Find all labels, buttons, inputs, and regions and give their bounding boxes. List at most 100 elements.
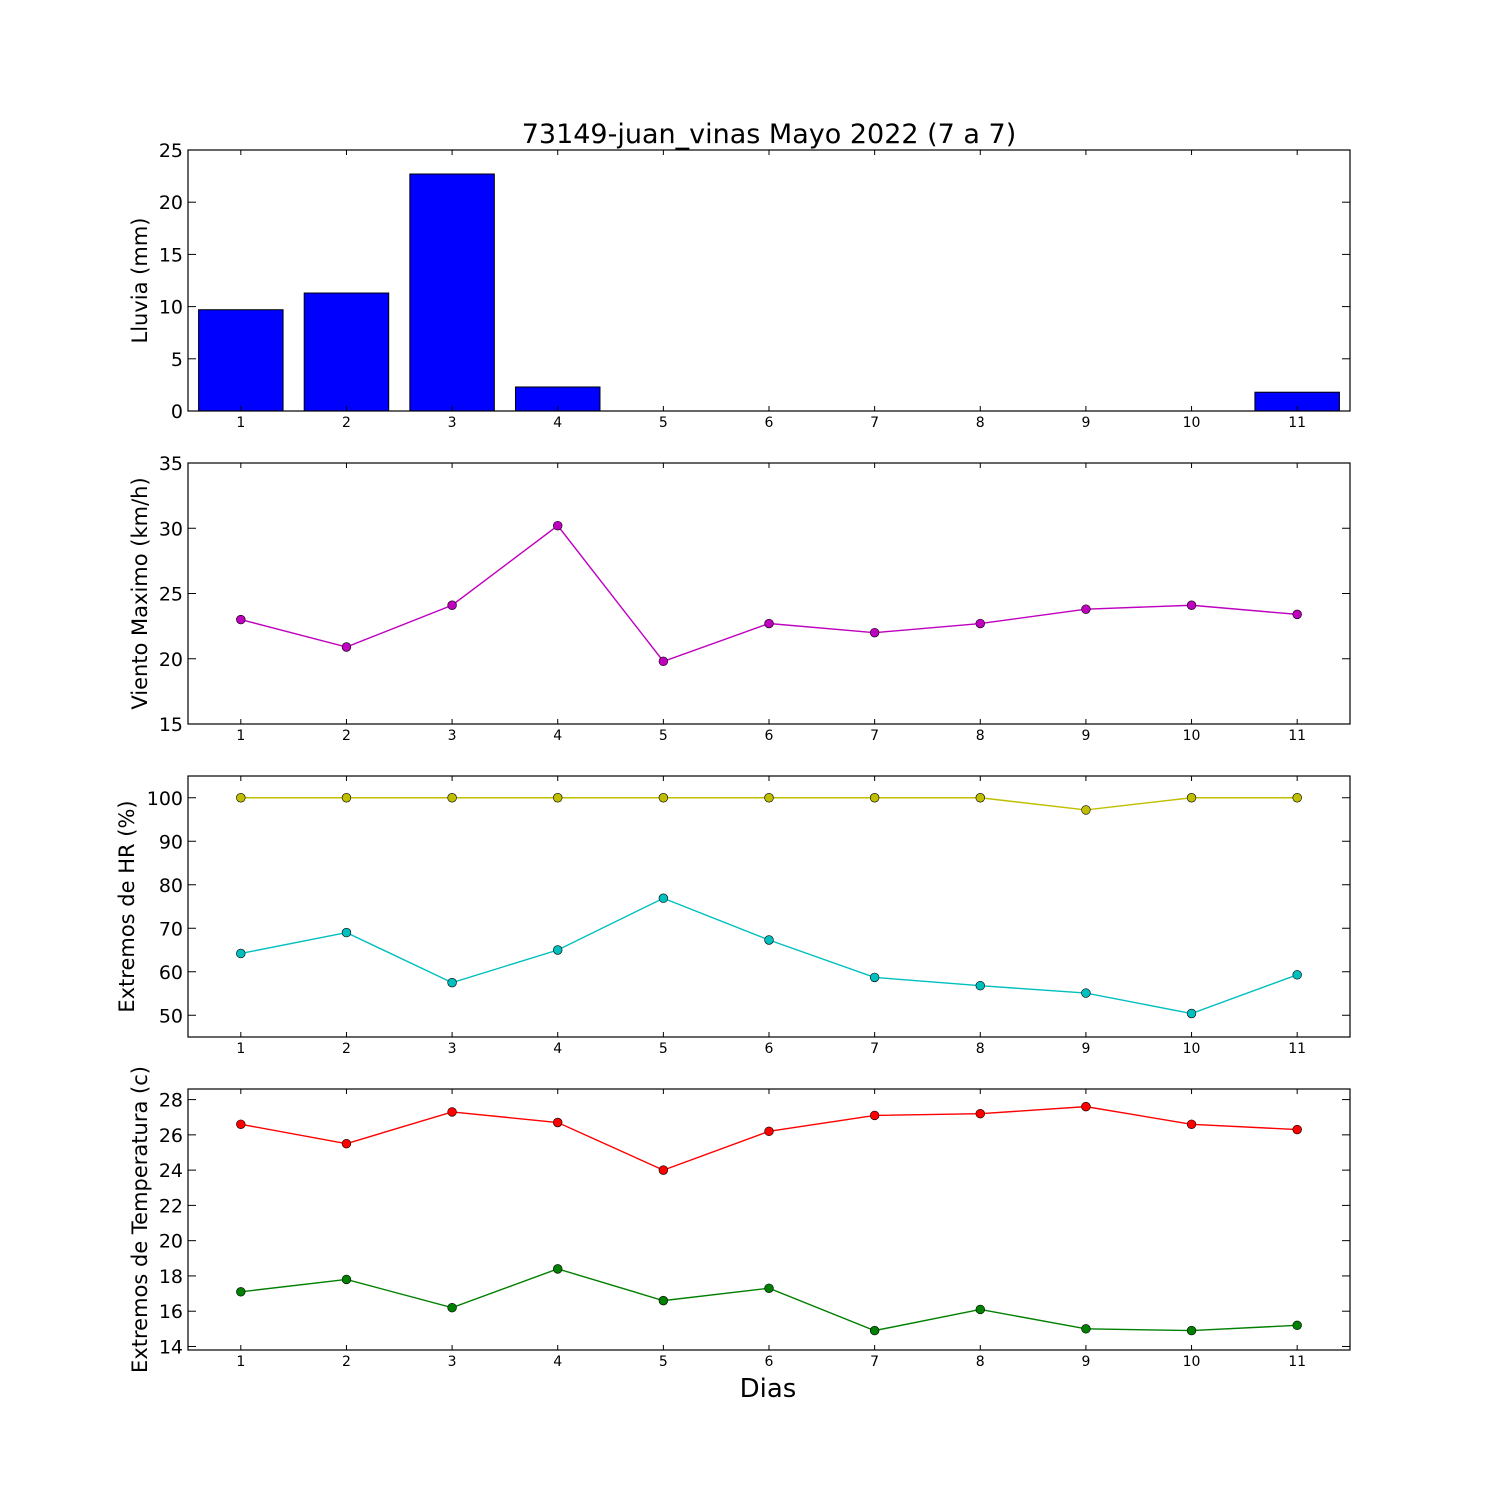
series-2-point-5 xyxy=(658,893,669,903)
series-1-point-3 xyxy=(447,1107,457,1117)
series-2-point-11 xyxy=(1292,970,1302,980)
series-1-line xyxy=(240,1105,1298,1171)
x-tick-label: 7 xyxy=(870,1354,879,1370)
x-tick-label: 9 xyxy=(1081,415,1090,431)
x-tick-label: 11 xyxy=(1288,415,1306,431)
x-tick-label: 8 xyxy=(976,415,985,431)
y-tick-label: 20 xyxy=(159,192,183,214)
series-1-point-7 xyxy=(869,793,880,803)
series-1-point-5 xyxy=(658,793,669,803)
x-tick-label: 8 xyxy=(976,1354,985,1370)
series-2-point-3 xyxy=(447,977,457,988)
x-tick-label: 11 xyxy=(1288,1041,1306,1057)
x-tick-label: 5 xyxy=(659,1354,668,1370)
x-tick-label: 5 xyxy=(659,1041,668,1057)
x-tick-label: 4 xyxy=(553,728,562,744)
series-2-point-3 xyxy=(447,1302,457,1313)
series-2-point-10 xyxy=(1186,1325,1197,1336)
y-tick-label: 15 xyxy=(159,714,183,736)
x-tick-label: 9 xyxy=(1081,1041,1090,1057)
series-1-point-8 xyxy=(975,618,985,629)
x-tick-label: 6 xyxy=(765,1354,774,1370)
series-1-point-2 xyxy=(341,793,352,803)
series-1-point-7 xyxy=(869,1110,880,1121)
y-tick-label: 26 xyxy=(159,1125,183,1147)
series-1-point-11 xyxy=(1292,793,1302,803)
series-1-point-5 xyxy=(658,1165,669,1175)
x-tick-label: 10 xyxy=(1183,1041,1201,1057)
series-2-point-5 xyxy=(658,1295,669,1306)
x-tick-label: 7 xyxy=(870,728,879,744)
series-1-line xyxy=(240,524,1298,663)
x-tick-label: 2 xyxy=(342,728,351,744)
y-tick-label: 22 xyxy=(159,1195,183,1217)
y-tick-label: 35 xyxy=(159,453,183,475)
series-1-point-1 xyxy=(236,614,246,625)
x-tick-label: 10 xyxy=(1183,415,1201,431)
series-2-point-2 xyxy=(341,1274,352,1285)
y-tick-label: 25 xyxy=(159,584,183,606)
x-tick-label: 5 xyxy=(659,728,668,744)
x-tick-label: 4 xyxy=(553,1041,562,1057)
series-1-point-3 xyxy=(447,600,457,610)
series-2-point-9 xyxy=(1081,1324,1091,1334)
x-tick-label: 9 xyxy=(1081,1354,1090,1370)
series-1-point-2 xyxy=(341,1138,352,1149)
y-tick-label: 5 xyxy=(171,349,183,371)
series-1-point-7 xyxy=(869,627,880,638)
series-2-point-7 xyxy=(869,972,880,983)
subplot-2: 1 2 3 4 5 6 7 8 9 10 11 15 20 25 30 35 Viento Maximo (km… xyxy=(128,453,1351,744)
x-tick-label: 2 xyxy=(342,1041,351,1057)
series-1-point-6 xyxy=(764,793,774,803)
y-tick-label: 16 xyxy=(159,1301,183,1323)
x-tick-label: 10 xyxy=(1183,1354,1201,1370)
y-tick-label: 20 xyxy=(159,1231,183,1253)
x-axis-label: Dias xyxy=(740,1374,797,1404)
y-tick-label: 90 xyxy=(159,831,183,853)
x-tick-label: 5 xyxy=(659,415,668,431)
y-tick-label: 28 xyxy=(159,1090,183,1112)
series-2-point-8 xyxy=(975,1304,985,1315)
series-2-point-9 xyxy=(1081,988,1091,998)
series-1-point-2 xyxy=(341,642,352,652)
y-axis-label: Extremos de Temperatura (c) xyxy=(128,1066,152,1373)
series-1-point-6 xyxy=(764,1126,774,1137)
series-1-point-8 xyxy=(975,1108,985,1119)
series-1-point-10 xyxy=(1186,793,1197,803)
subplot-3: 1 2 3 4 5 6 7 8 9 10 11 50 60 70 80 90 100 Extremos de HR… xyxy=(115,775,1351,1057)
y-tick-label: 0 xyxy=(171,401,183,423)
x-tick-label: 1 xyxy=(236,1354,245,1370)
series-2-point-2 xyxy=(341,927,352,938)
series-2-line xyxy=(240,897,1298,1015)
x-tick-label: 3 xyxy=(448,728,457,744)
subplot-1: 1 2 3 4 5 6 7 8 9 10 11 0 5 10 15 20 25 Lluvia (mm) xyxy=(128,140,1351,431)
series-1-point-9 xyxy=(1081,604,1091,614)
plot-frame xyxy=(187,462,1351,725)
series-1-point-9 xyxy=(1081,1101,1091,1112)
x-tick-label: 8 xyxy=(976,728,985,744)
x-tick-label: 8 xyxy=(976,1041,985,1057)
y-tick-label: 24 xyxy=(159,1160,183,1182)
bar-day-3 xyxy=(409,173,495,412)
x-tick-label: 11 xyxy=(1288,728,1306,744)
series-2-line xyxy=(240,1268,1298,1332)
series-2-point-6 xyxy=(764,1283,774,1293)
x-tick-label: 7 xyxy=(870,415,879,431)
bar-day-1 xyxy=(198,309,284,412)
y-tick-label: 30 xyxy=(159,518,183,540)
x-tick-label: 9 xyxy=(1081,728,1090,744)
x-tick-label: 3 xyxy=(448,415,457,431)
y-tick-label: 18 xyxy=(159,1266,183,1288)
series-2-point-6 xyxy=(764,935,774,945)
series-1-point-10 xyxy=(1186,600,1197,610)
x-tick-label: 4 xyxy=(553,1354,562,1370)
y-tick-label: 20 xyxy=(159,649,183,671)
y-tick-label: 14 xyxy=(159,1336,183,1358)
series-1-point-4 xyxy=(553,1117,563,1128)
x-tick-label: 10 xyxy=(1183,728,1201,744)
y-tick-label: 80 xyxy=(159,875,183,897)
y-axis-label: Lluvia (mm) xyxy=(128,218,152,344)
series-1-point-1 xyxy=(236,793,246,803)
x-tick-label: 6 xyxy=(765,415,774,431)
